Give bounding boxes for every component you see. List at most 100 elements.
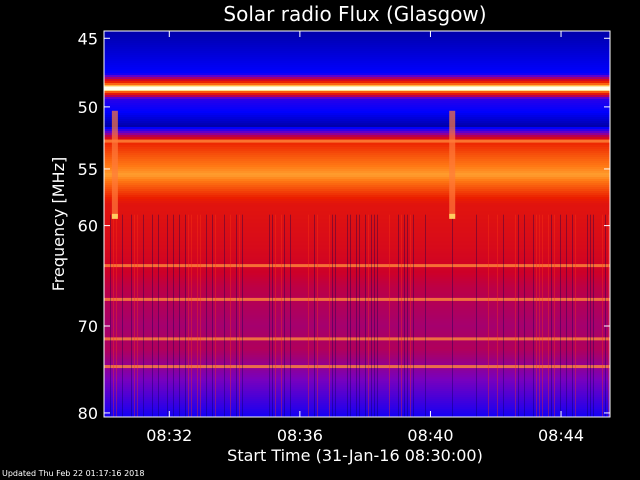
spectrum-row — [104, 383, 610, 385]
burst-event-head — [111, 213, 118, 219]
noise-stripe — [275, 214, 276, 417]
spectrum-row — [104, 403, 610, 405]
noise-stripe — [551, 214, 552, 417]
y-tick-label: 60 — [78, 217, 98, 236]
spectrum-row — [104, 35, 610, 37]
noise-stripe — [143, 214, 144, 417]
noise-stripe — [110, 214, 111, 417]
spectrum-row — [104, 283, 610, 285]
noise-stripe — [515, 214, 516, 417]
emission-line — [104, 139, 610, 143]
spectrum-row — [104, 71, 610, 73]
noise-stripe — [398, 214, 399, 417]
spectrum-row — [104, 151, 610, 153]
noise-stripe — [587, 214, 588, 417]
spectrum-row — [104, 353, 610, 355]
noise-stripe — [413, 214, 414, 417]
spectrum-row — [104, 147, 610, 149]
noise-stripe — [593, 214, 594, 417]
spectrum-row — [104, 153, 610, 155]
spectrum-row — [104, 169, 610, 171]
spectrum-row — [104, 67, 610, 69]
noise-stripe — [122, 214, 123, 417]
spectrum-row — [104, 411, 610, 413]
spectrum-row — [104, 371, 610, 373]
plot-area — [104, 31, 610, 417]
noise-stripe — [242, 214, 243, 417]
spectrum-row — [104, 369, 610, 371]
noise-stripe — [173, 214, 174, 417]
spectrum-row — [104, 75, 610, 77]
spectrum-row — [104, 245, 610, 247]
spectrum-row — [104, 79, 610, 81]
chart-title: Solar radio Flux (Glasgow) — [223, 2, 486, 26]
spectrum-row — [104, 241, 610, 243]
update-timestamp: Updated Thu Feb 22 01:17:16 2018 — [2, 469, 145, 478]
burst-event — [449, 110, 456, 217]
emission-line — [104, 264, 610, 268]
spectrum-row — [104, 313, 610, 315]
spectrum-row — [104, 269, 610, 271]
noise-stripe — [113, 214, 114, 417]
emission-line — [104, 337, 610, 341]
spectrum-row — [104, 271, 610, 273]
spectrum-row — [104, 291, 610, 293]
spectrum-row — [104, 215, 610, 217]
spectrum-row — [104, 53, 610, 55]
spectrum-row — [104, 103, 610, 105]
x-tick-label: 08:40 — [407, 426, 453, 445]
spectrum-row — [104, 155, 610, 157]
noise-stripe — [374, 214, 375, 417]
spectrum-row — [104, 399, 610, 401]
noise-stripe — [554, 214, 555, 417]
x-tick-label: 08:36 — [277, 426, 323, 445]
noise-stripe — [488, 214, 489, 417]
spectrum-row — [104, 109, 610, 111]
noise-stripe — [332, 214, 333, 417]
noise-stripe — [215, 214, 216, 417]
noise-stripe — [236, 214, 237, 417]
spectrum-row — [104, 323, 610, 325]
spectrum-row — [104, 357, 610, 359]
spectrum-row — [104, 317, 610, 319]
spectrum-row — [104, 261, 610, 263]
spectrum-row — [104, 235, 610, 237]
spectrum-row — [104, 43, 610, 45]
burst-event — [111, 110, 118, 217]
spectrum-row — [104, 55, 610, 57]
spectrum-row — [104, 341, 610, 343]
spectrum-row — [104, 311, 610, 313]
spectrum-row — [104, 257, 610, 259]
noise-stripe — [137, 214, 138, 417]
spectrum-row — [104, 181, 610, 183]
spectrum-row — [104, 199, 610, 201]
spectrum-row — [104, 263, 610, 265]
spectrum-row — [104, 85, 610, 87]
noise-stripe — [317, 214, 318, 417]
spectrum-row — [104, 281, 610, 283]
spectrum-row — [104, 409, 610, 411]
spectrum-row — [104, 137, 610, 139]
spectrum-row — [104, 401, 610, 403]
spectrum-row — [104, 413, 610, 415]
spectrum-row — [104, 165, 610, 167]
noise-stripe — [452, 214, 453, 417]
spectrum-row — [104, 157, 610, 159]
noise-stripe — [158, 214, 159, 417]
noise-stripe — [335, 214, 336, 417]
noise-stripe — [281, 214, 282, 417]
emission-line — [104, 365, 610, 369]
spectrum-row — [104, 179, 610, 181]
spectrum-row — [104, 121, 610, 123]
noise-stripe — [188, 214, 189, 417]
noise-stripe — [116, 214, 117, 417]
spectrum-row — [104, 233, 610, 235]
spectrum-row — [104, 83, 610, 85]
noise-stripe — [572, 214, 573, 417]
spectrum-row — [104, 333, 610, 335]
noise-stripe — [131, 214, 132, 417]
spectrum-row — [104, 81, 610, 83]
spectrum-row — [104, 303, 610, 305]
spectrum-row — [104, 225, 610, 227]
